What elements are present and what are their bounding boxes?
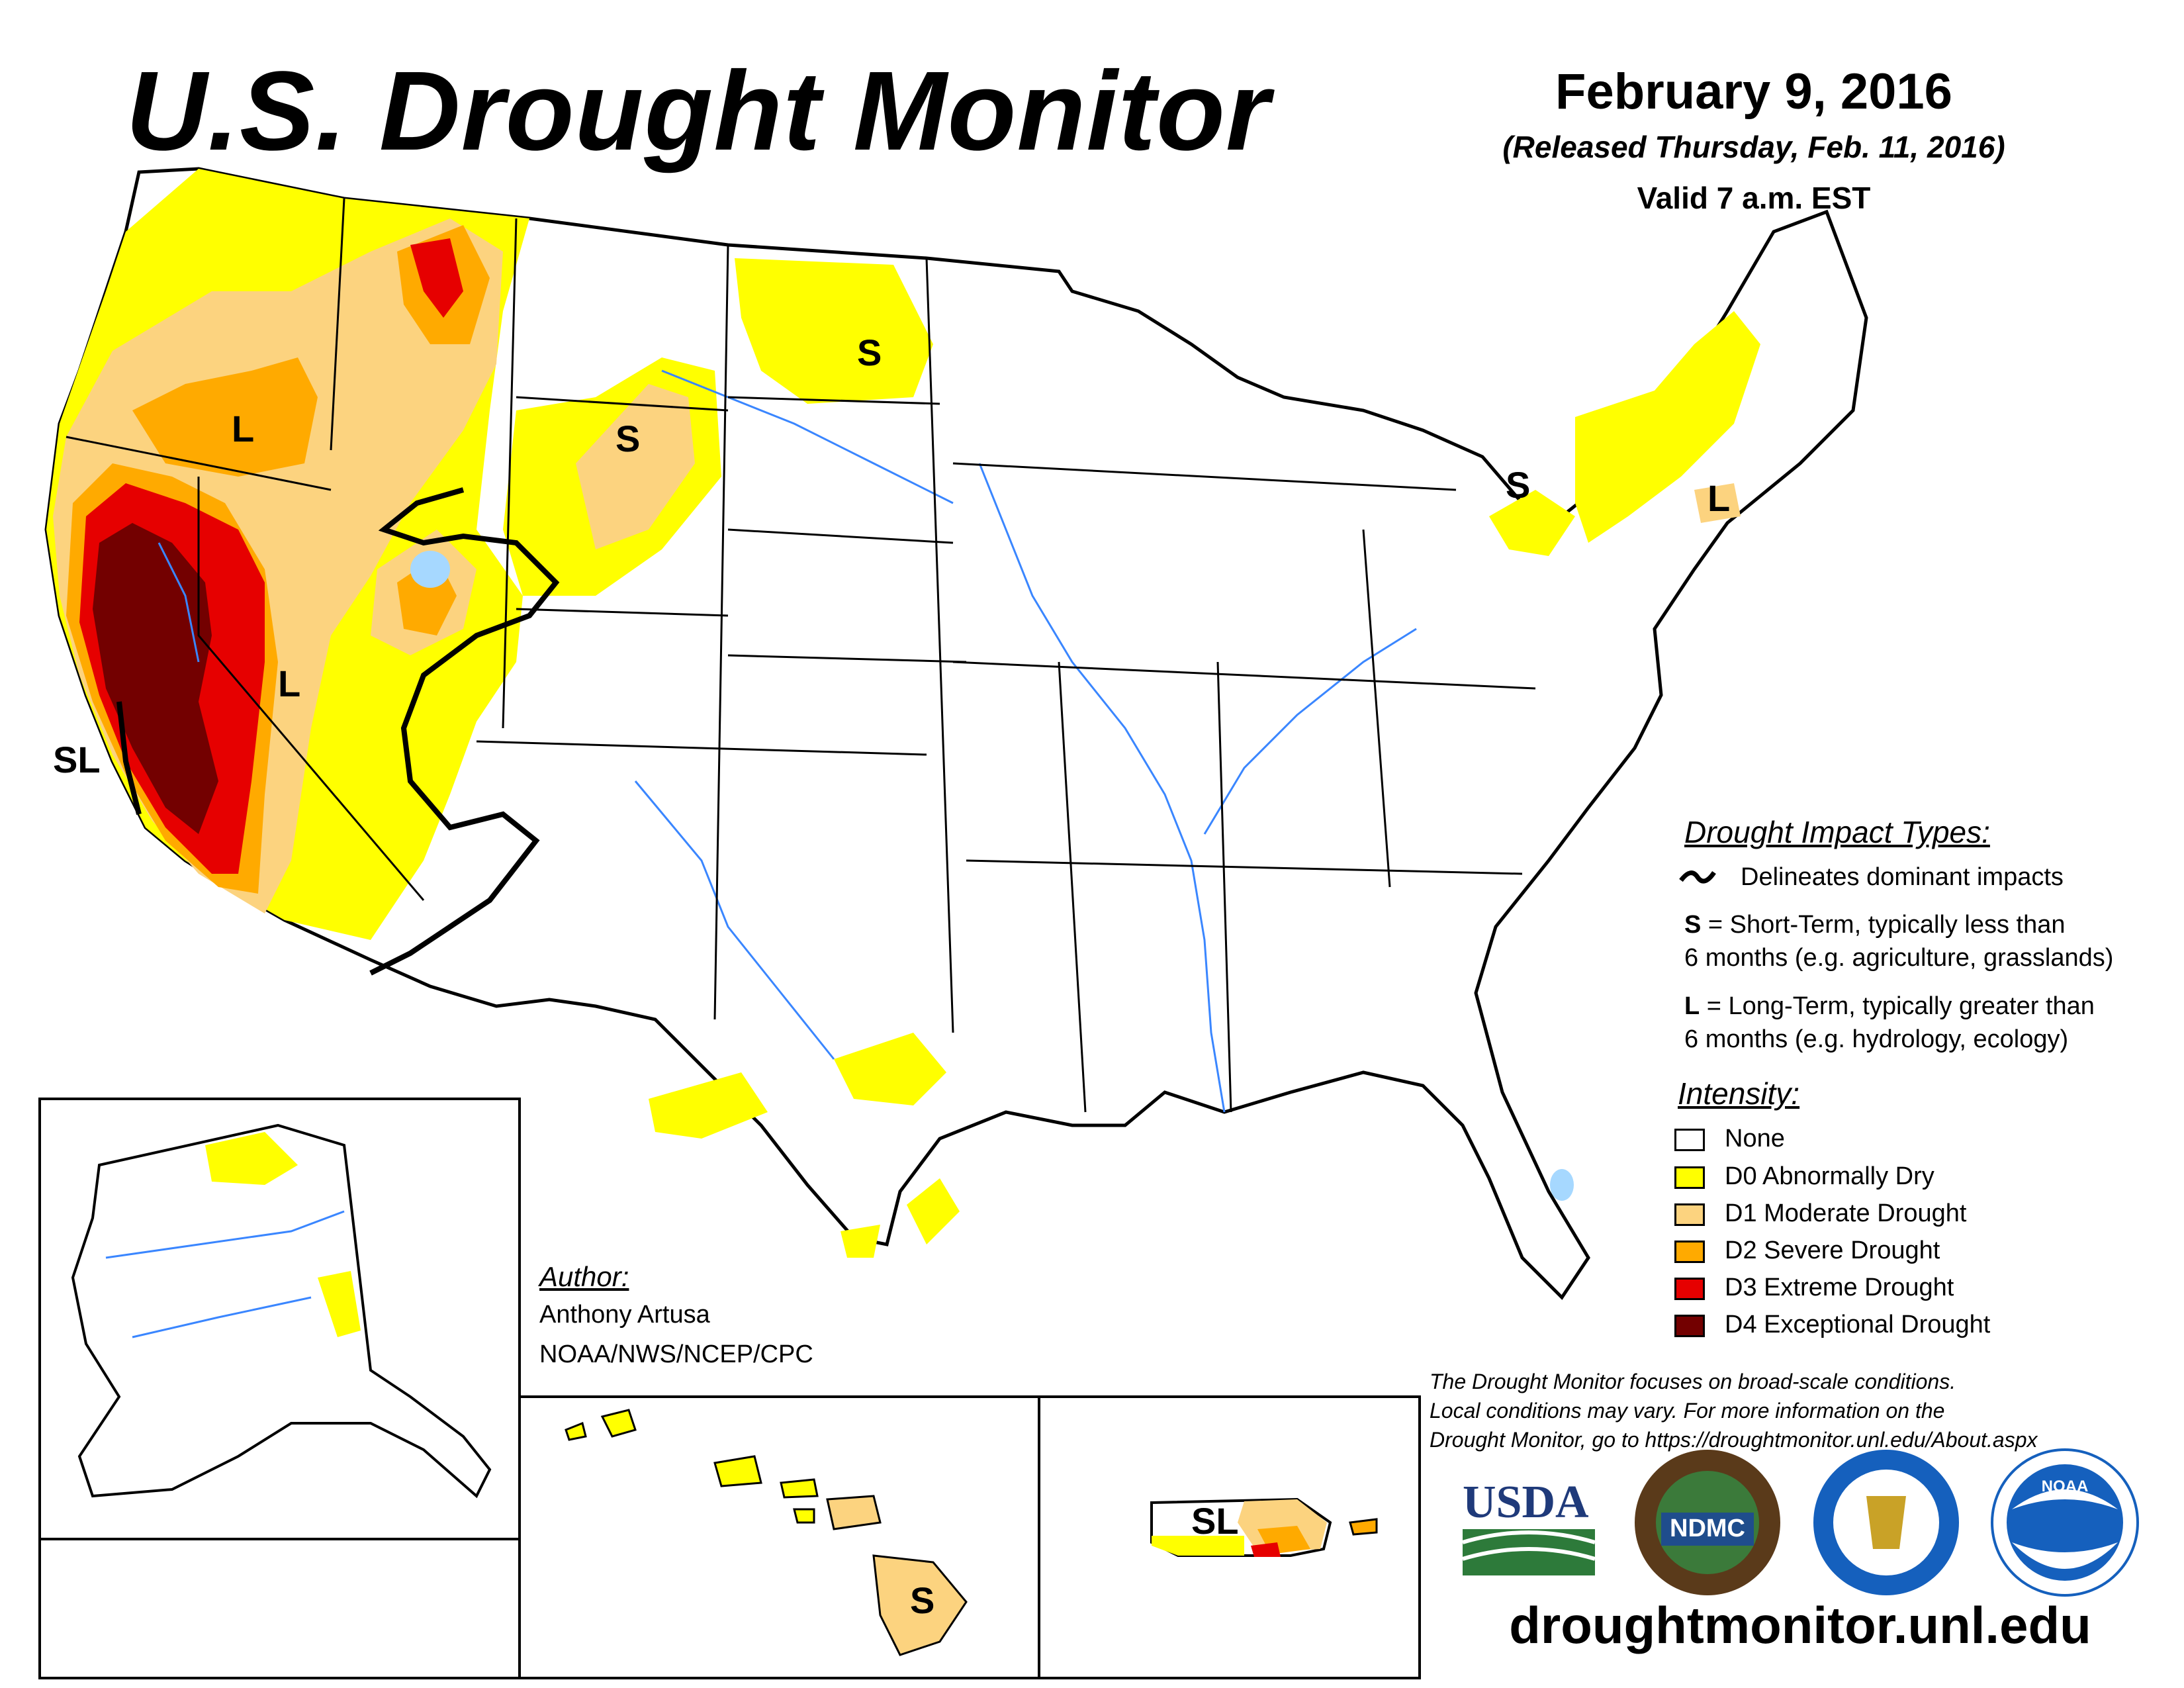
alaska-shape	[71, 1123, 492, 1499]
long-term-desc-2: 6 months (e.g. hydrology, ecology)	[1684, 1025, 2069, 1053]
legend-swatch	[1674, 1128, 1705, 1151]
legend-label: D3 Extreme Drought	[1725, 1274, 1954, 1301]
puerto-rico-impact-label: SL	[1191, 1500, 1239, 1542]
long-term-text: L = Long-Term, typically greater than	[1684, 990, 2095, 1023]
note-line-2: Local conditions may vary. For more info…	[1430, 1399, 1945, 1423]
legend-d0: D0 Abnormally Dry	[1674, 1160, 1934, 1193]
usda-logo-text: USDA	[1463, 1477, 1589, 1528]
legend-d2: D2 Severe Drought	[1674, 1234, 1940, 1267]
d0-tx-1	[834, 1033, 946, 1105]
impact-line-ca	[116, 701, 142, 815]
legend-d4: D4 Exceptional Drought	[1674, 1308, 1990, 1341]
aleutian-inset	[38, 1538, 521, 1679]
note-line-3: Drought Monitor, go to https://droughtmo…	[1430, 1428, 2038, 1452]
long-term-desc-1: = Long-Term, typically greater than	[1700, 992, 2095, 1020]
delineation-symbol	[1679, 870, 1716, 884]
d0-ny	[1489, 490, 1575, 556]
legend-swatch	[1674, 1203, 1705, 1226]
legend-label: D4 Exceptional Drought	[1725, 1311, 1991, 1338]
map-date: February 9, 2016	[1555, 64, 1952, 120]
ndmc-logo-text: NDMC	[1670, 1515, 1745, 1542]
alaska-rivers	[105, 1210, 345, 1338]
ndmc-logo	[1635, 1450, 1780, 1595]
short-term-text: S = Short-Term, typically less than	[1684, 908, 2066, 941]
short-term-desc-2: 6 months (e.g. agriculture, grasslands)	[1684, 944, 2114, 972]
d0-tx-3	[907, 1178, 960, 1244]
usda-logo	[1462, 1529, 1596, 1575]
legend-label: D1 Moderate Drought	[1725, 1199, 1967, 1227]
d3-mt	[410, 238, 463, 318]
new-york-impact-label: S	[1506, 464, 1531, 506]
footer-url[interactable]: droughtmonitor.unl.edu	[1509, 1596, 2091, 1654]
disclaimer-note: The Drought Monitor focuses on broad-sca…	[1430, 1367, 2171, 1454]
lake-okeechobee	[1550, 1169, 1574, 1201]
pr-island-east	[1349, 1518, 1378, 1536]
doc-logo	[1813, 1450, 1959, 1595]
rivers	[158, 369, 1417, 1113]
d1-ct	[1694, 483, 1741, 523]
pr-d0	[1152, 1536, 1244, 1556]
legend-label: D0 Abnormally Dry	[1725, 1162, 1934, 1190]
nevada-impact-label: L	[278, 663, 301, 704]
impact-line-west	[369, 487, 560, 976]
d1-wy	[576, 384, 695, 549]
impact-types-heading: Drought Impact Types:	[1684, 815, 1990, 849]
author-heading: Author:	[539, 1261, 629, 1292]
hawaii-impact-label: S	[910, 1579, 935, 1621]
d0-tx-4	[841, 1225, 880, 1258]
noaa-logo	[1991, 1448, 2139, 1597]
long-term-key: L	[1684, 992, 1700, 1020]
california-impact-label: SL	[53, 739, 101, 780]
legend-d1: D1 Moderate Drought	[1674, 1197, 1966, 1230]
short-term-key: S	[1684, 911, 1702, 939]
hawaii-inset	[518, 1395, 1040, 1679]
legend-d3: D3 Extreme Drought	[1674, 1271, 1954, 1304]
alaska-d0-north	[205, 1132, 298, 1185]
author-name: Anthony Artusa	[539, 1301, 710, 1329]
valid-time: Valid 7 a.m. EST	[1637, 181, 1871, 215]
delineates-text: Delineates dominant impacts	[1741, 863, 2064, 891]
release-date: (Released Thursday, Feb. 11, 2016)	[1502, 130, 2005, 164]
legend-swatch	[1674, 1314, 1705, 1337]
d0-ne	[1575, 311, 1760, 543]
noaa-logo-text: NOAA	[2041, 1477, 2089, 1495]
author-org: NOAA/NWS/NCEP/CPC	[539, 1340, 813, 1368]
great-salt-lake	[410, 551, 450, 588]
short-term-desc-1: = Short-Term, typically less than	[1701, 911, 2066, 939]
oregon-impact-label: L	[232, 408, 255, 449]
legend-none: None	[1674, 1122, 1785, 1155]
connecticut-impact-label: L	[1707, 477, 1731, 519]
legend-label: D2 Severe Drought	[1725, 1237, 1940, 1264]
north-dakota-impact-label: S	[857, 332, 882, 373]
d2-oregon	[132, 357, 318, 477]
legend-swatch	[1674, 1166, 1705, 1189]
legend-swatch	[1674, 1277, 1705, 1300]
pr-d3	[1251, 1542, 1281, 1557]
intensity-heading: Intensity:	[1678, 1076, 1800, 1111]
state-borders	[66, 198, 1536, 1113]
map-title: U.S. Drought Monitor	[126, 48, 1271, 174]
d0-nd	[735, 258, 933, 404]
legend-swatch	[1674, 1240, 1705, 1263]
wyoming-impact-label: S	[615, 418, 641, 459]
legend-label: None	[1725, 1125, 1785, 1152]
note-line-1: The Drought Monitor focuses on broad-sca…	[1430, 1370, 1956, 1393]
alaska-d0-east	[318, 1271, 361, 1337]
hawaii-islands	[565, 1409, 968, 1656]
d0-tx-2	[649, 1072, 768, 1139]
